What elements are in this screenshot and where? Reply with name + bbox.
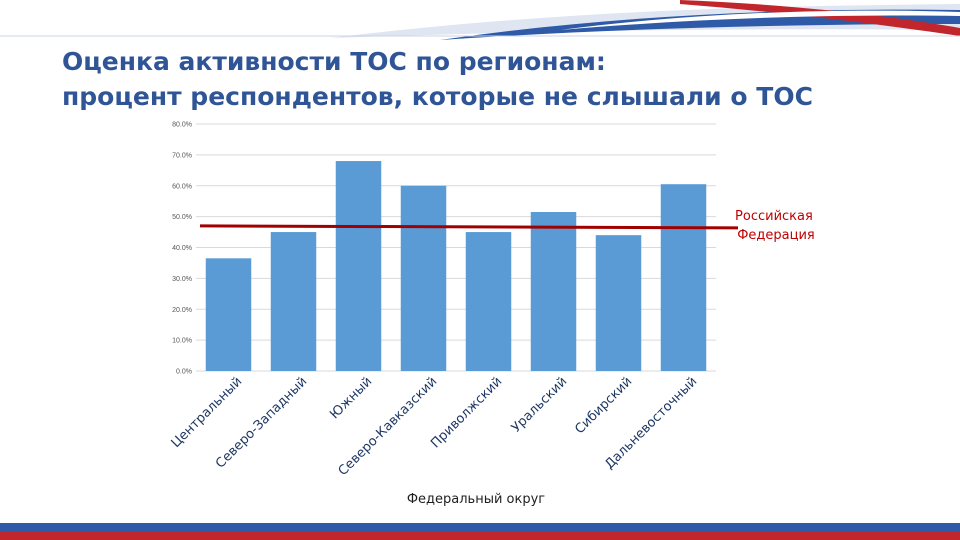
- y-tick-label: 30.0%: [172, 276, 192, 283]
- reference-line-group: [199, 224, 739, 230]
- bottom-stripe-red: [0, 532, 960, 540]
- y-tick-label: 40.0%: [172, 245, 192, 252]
- y-tick-label: 50.0%: [172, 214, 192, 221]
- x-category-label: Приволжский: [428, 374, 505, 451]
- y-tick-label: 0.0%: [176, 369, 192, 376]
- y-tick-label: 10.0%: [172, 338, 192, 345]
- reference-line-label: Российская Федерация: [735, 209, 817, 243]
- bar: [270, 232, 317, 371]
- bar: [595, 235, 642, 371]
- y-tick-label: 20.0%: [172, 307, 192, 314]
- bottom-stripe-blue: [0, 523, 960, 532]
- x-category-label: Южный: [327, 374, 375, 422]
- y-tick-label: 80.0%: [172, 122, 192, 129]
- bar: [205, 258, 252, 371]
- bar: [530, 211, 577, 371]
- slide-title-line-1: Оценка активности ТОС по регионам:: [62, 47, 606, 76]
- chart-bars: [205, 161, 707, 371]
- x-axis-title: Федеральный округ: [407, 492, 545, 507]
- y-tick-label: 70.0%: [172, 152, 192, 159]
- bar: [400, 185, 447, 371]
- slide-title-line-2: процент респондентов, которые не слышали…: [62, 82, 813, 111]
- top-swoosh-white: [560, 10, 960, 30]
- slide-title: Оценка активности ТОС по регионам: проце…: [62, 44, 882, 114]
- x-category-label: Уральский: [509, 374, 571, 436]
- reference-line: [199, 224, 739, 230]
- reference-label-line-1: Российская: [735, 209, 813, 224]
- bar: [660, 184, 707, 371]
- x-category-label: Сибирский: [572, 374, 635, 437]
- y-tick-label: 60.0%: [172, 183, 192, 190]
- reference-label-line-2: Федерация: [737, 228, 815, 243]
- bar: [465, 232, 512, 371]
- top-swoosh-red: [680, 0, 960, 36]
- bar: [335, 161, 382, 371]
